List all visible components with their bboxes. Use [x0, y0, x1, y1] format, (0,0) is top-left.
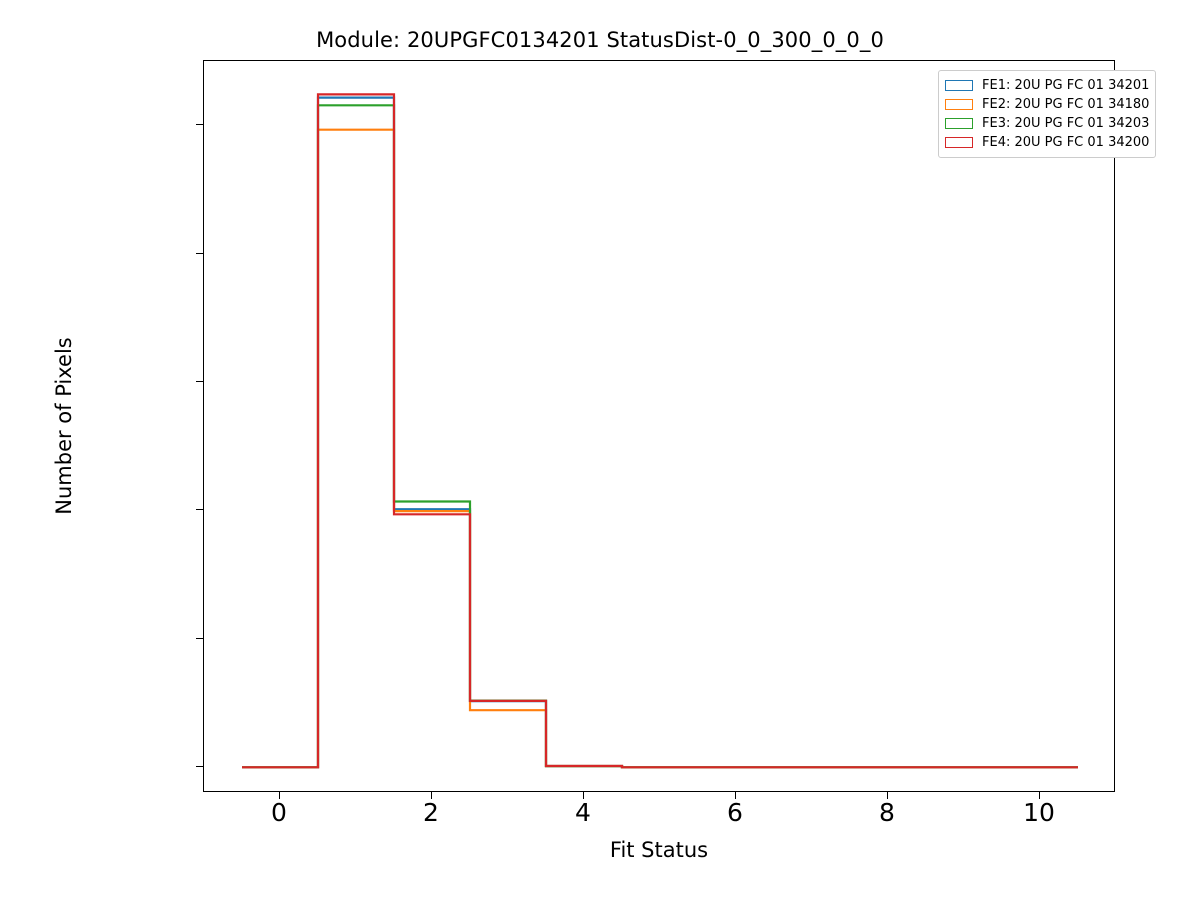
x-tick-mark [583, 792, 584, 799]
plot-area [204, 61, 1114, 791]
y-tick-mark [196, 509, 203, 511]
x-tick-label: 4 [575, 798, 591, 827]
y-tick-mark [196, 637, 203, 639]
x-tick-mark [735, 792, 736, 799]
legend-item-label: FE2: 20U PG FC 01 34180 [982, 97, 1150, 112]
y-axis-label: Number of Pixels [52, 337, 76, 515]
histogram-step-line [242, 128, 1078, 769]
y-tick-mark [196, 124, 203, 126]
y-tick-mark [196, 381, 203, 383]
x-tick-mark [1039, 792, 1040, 799]
legend[interactable]: FE1: 20U PG FC 01 34201 FE2: 20U PG FC 01… [938, 70, 1157, 158]
x-tick-label: 0 [271, 798, 287, 827]
y-tick-mark [196, 252, 203, 254]
x-tick-mark [887, 792, 888, 799]
histogram-step-line [242, 96, 1078, 769]
legend-color-swatch [945, 80, 973, 91]
histogram-step-line [242, 93, 1078, 769]
legend-color-swatch [945, 137, 973, 148]
histogram-lines [242, 93, 1078, 769]
legend-item-label: FE4: 20U PG FC 01 34200 [982, 135, 1150, 150]
x-tick-mark [431, 792, 432, 799]
legend-item-label: FE3: 20U PG FC 01 34203 [982, 116, 1150, 131]
x-tick-label: 6 [727, 798, 743, 827]
x-tick-label: 8 [879, 798, 895, 827]
x-tick-label: 10 [1023, 798, 1055, 827]
legend-item[interactable]: FE3: 20U PG FC 01 34203 [945, 114, 1149, 133]
y-tick-mark [196, 766, 203, 768]
histogram-step-line [242, 104, 1078, 769]
legend-item[interactable]: FE1: 20U PG FC 01 34201 [945, 76, 1149, 95]
legend-item[interactable]: FE4: 20U PG FC 01 34200 [945, 133, 1149, 152]
page-title: Module: 20UPGFC0134201 StatusDist-0_0_30… [316, 28, 884, 52]
x-tick-label: 2 [423, 798, 439, 827]
legend-item-label: FE1: 20U PG FC 01 34201 [982, 78, 1150, 93]
x-axis-label: Fit Status [609, 838, 709, 862]
legend-item[interactable]: FE2: 20U PG FC 01 34180 [945, 95, 1149, 114]
legend-color-swatch [945, 118, 973, 129]
legend-color-swatch [945, 99, 973, 110]
x-tick-mark [279, 792, 280, 799]
plot-axes-frame [203, 60, 1115, 792]
